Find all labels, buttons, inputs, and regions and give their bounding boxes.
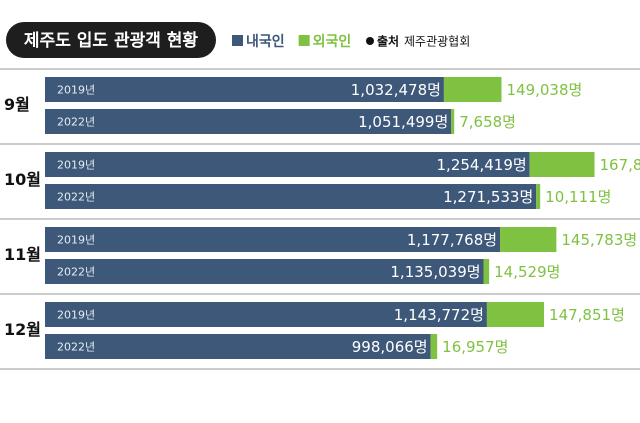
source-bullet xyxy=(366,37,374,45)
value-label: 147,851명 xyxy=(549,306,625,324)
category-label: 2022년 xyxy=(57,116,95,129)
bar-segment xyxy=(45,334,431,359)
group-label: 10월 xyxy=(4,170,41,189)
value-label: 1,271,533명 xyxy=(443,188,533,206)
value-label: 14,529명 xyxy=(494,263,560,281)
bar-segment xyxy=(45,227,501,252)
value-label: 7,658명 xyxy=(459,113,516,131)
value-label: 1,177,768명 xyxy=(407,231,497,249)
bar-segment xyxy=(45,302,487,327)
category-label: 2019년 xyxy=(57,84,95,97)
chart-title: 제주도 입도 관광객 현황 xyxy=(24,31,199,51)
category-label: 2022년 xyxy=(57,191,95,204)
bar-segment xyxy=(430,334,438,359)
bar-segment xyxy=(45,152,530,177)
legend-label: 내국인 xyxy=(246,33,285,50)
value-label: 1,254,419명 xyxy=(437,156,527,174)
source: 제주관광협회 xyxy=(404,35,470,49)
category-label: 2022년 xyxy=(57,341,95,354)
bar-segment xyxy=(500,227,557,252)
category-label: 2019년 xyxy=(57,234,95,247)
bar-segment xyxy=(45,109,452,134)
legend: 내국인 외국인 xyxy=(232,33,351,50)
source-label: 출처 xyxy=(377,34,399,49)
category-label: 2019년 xyxy=(57,159,95,172)
value-label: 1,143,772명 xyxy=(394,306,484,324)
bar-segment xyxy=(486,302,545,327)
bar-segment xyxy=(483,259,490,284)
value-label: 1,032,478명 xyxy=(351,81,441,99)
bar-segment xyxy=(443,77,502,102)
bar-segment xyxy=(536,184,541,209)
value-label: 149,038명 xyxy=(506,81,582,99)
bar-segment xyxy=(45,77,444,102)
category-label: 2019년 xyxy=(57,309,95,322)
group-label: 9월 xyxy=(4,95,30,114)
value-label: 16,957명 xyxy=(442,338,508,356)
legend-swatch xyxy=(232,35,243,46)
bar-segment xyxy=(45,259,484,284)
group-label: 11월 xyxy=(4,245,41,264)
bar-segment xyxy=(529,152,595,177)
group-label: 12월 xyxy=(4,320,41,339)
value-label: 998,066명 xyxy=(352,338,428,356)
value-label: 10,111명 xyxy=(545,188,611,206)
bar-segment xyxy=(451,109,455,134)
value-label: 145,783명 xyxy=(561,231,637,249)
legend-swatch xyxy=(298,35,310,46)
value-label: 167,893명 xyxy=(600,156,640,174)
bar-segment xyxy=(45,184,537,209)
title-background xyxy=(6,22,216,58)
value-label: 1,135,039명 xyxy=(390,263,480,281)
legend-label: 외국인 xyxy=(313,33,352,50)
value-label: 1,051,499명 xyxy=(358,113,448,131)
category-label: 2022년 xyxy=(57,266,95,279)
